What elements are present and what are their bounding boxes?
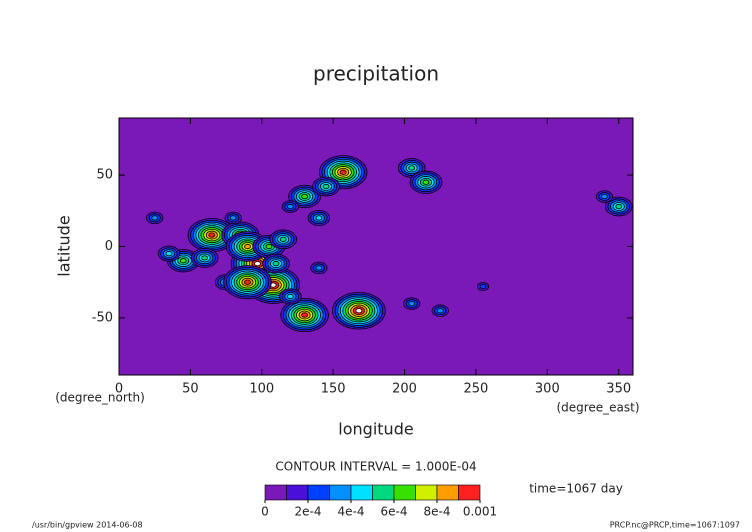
x-tick-label: 300 — [535, 382, 560, 397]
x-tick-label: 250 — [464, 382, 489, 397]
contour-blob — [315, 265, 323, 271]
contour-blob — [601, 193, 608, 200]
chart-title: precipitation — [313, 62, 439, 86]
contour-blob — [208, 232, 216, 238]
contour-blob — [151, 215, 159, 221]
contour-blob — [244, 279, 251, 285]
contour-blob — [615, 203, 623, 210]
contour-blob — [265, 243, 273, 250]
colorbar-box — [372, 484, 395, 501]
colorbar-box — [415, 484, 438, 501]
contour-blob — [408, 165, 416, 171]
contour-blob — [179, 258, 187, 264]
colorbar-tick-label: 6e-4 — [381, 505, 408, 519]
colorbar-box — [264, 484, 287, 501]
contour-blob — [272, 261, 280, 267]
colorbar-tick-label: 8e-4 — [424, 505, 451, 519]
contour-blob — [301, 193, 309, 200]
x-tick-label: 100 — [249, 382, 274, 397]
y-tick-label: -50 — [92, 310, 113, 325]
colorbar-box — [393, 484, 416, 501]
colorbar-tick-label: 4e-4 — [338, 505, 365, 519]
footer-left: /usr/bin/gpview 2014-06-08 — [32, 521, 143, 530]
contour-blob — [165, 251, 173, 257]
colorbar-box — [458, 484, 481, 501]
contour-blob — [286, 293, 294, 300]
x-tick-label: 200 — [392, 382, 417, 397]
colorbar-box — [436, 484, 459, 501]
x-tick-label: 150 — [321, 382, 346, 397]
contour-interval: CONTOUR INTERVAL = 1.000E-04 — [275, 460, 476, 474]
colorbar-tick-label: 0 — [261, 505, 269, 519]
x-axis-label: longitude — [338, 420, 413, 439]
colorbar-tick-label: 2e-4 — [295, 505, 322, 519]
contour-blob — [201, 255, 209, 261]
x-unit: (degree_east) — [556, 401, 639, 415]
contour-blob — [436, 308, 444, 314]
colorbar-box — [307, 484, 330, 501]
y-tick-label: 0 — [105, 239, 113, 254]
contour-blob — [408, 301, 416, 307]
colorbar-box — [286, 484, 309, 501]
time-label: time=1067 day — [529, 482, 623, 496]
contour-blob — [254, 261, 261, 267]
x-tick-label: 350 — [606, 382, 631, 397]
contour-blob — [422, 179, 430, 185]
contour-blob — [355, 308, 363, 314]
colorbar-tick-label: 0.001 — [463, 505, 497, 519]
x-tick-label: 0 — [115, 382, 123, 397]
x-tick-label: 50 — [182, 382, 199, 397]
y-unit: (degree_north) — [55, 391, 145, 405]
contour-blob — [315, 215, 323, 221]
contour-blob — [301, 312, 309, 318]
colorbar-box — [329, 484, 352, 501]
contour-blob — [322, 183, 330, 190]
contour-blob — [286, 203, 294, 210]
contour-blob — [229, 215, 237, 221]
footer-right: PRCP.nc@PRCP,time=1067:1097 — [610, 521, 740, 530]
y-axis-label: latitude — [55, 215, 74, 276]
colorbar-box — [350, 484, 373, 501]
contour-blob — [479, 283, 487, 290]
contour-blob — [339, 169, 347, 175]
contour-blob — [244, 243, 251, 250]
contour-blob — [279, 236, 287, 242]
contour-field — [146, 155, 633, 333]
y-tick-label: 50 — [96, 168, 113, 183]
